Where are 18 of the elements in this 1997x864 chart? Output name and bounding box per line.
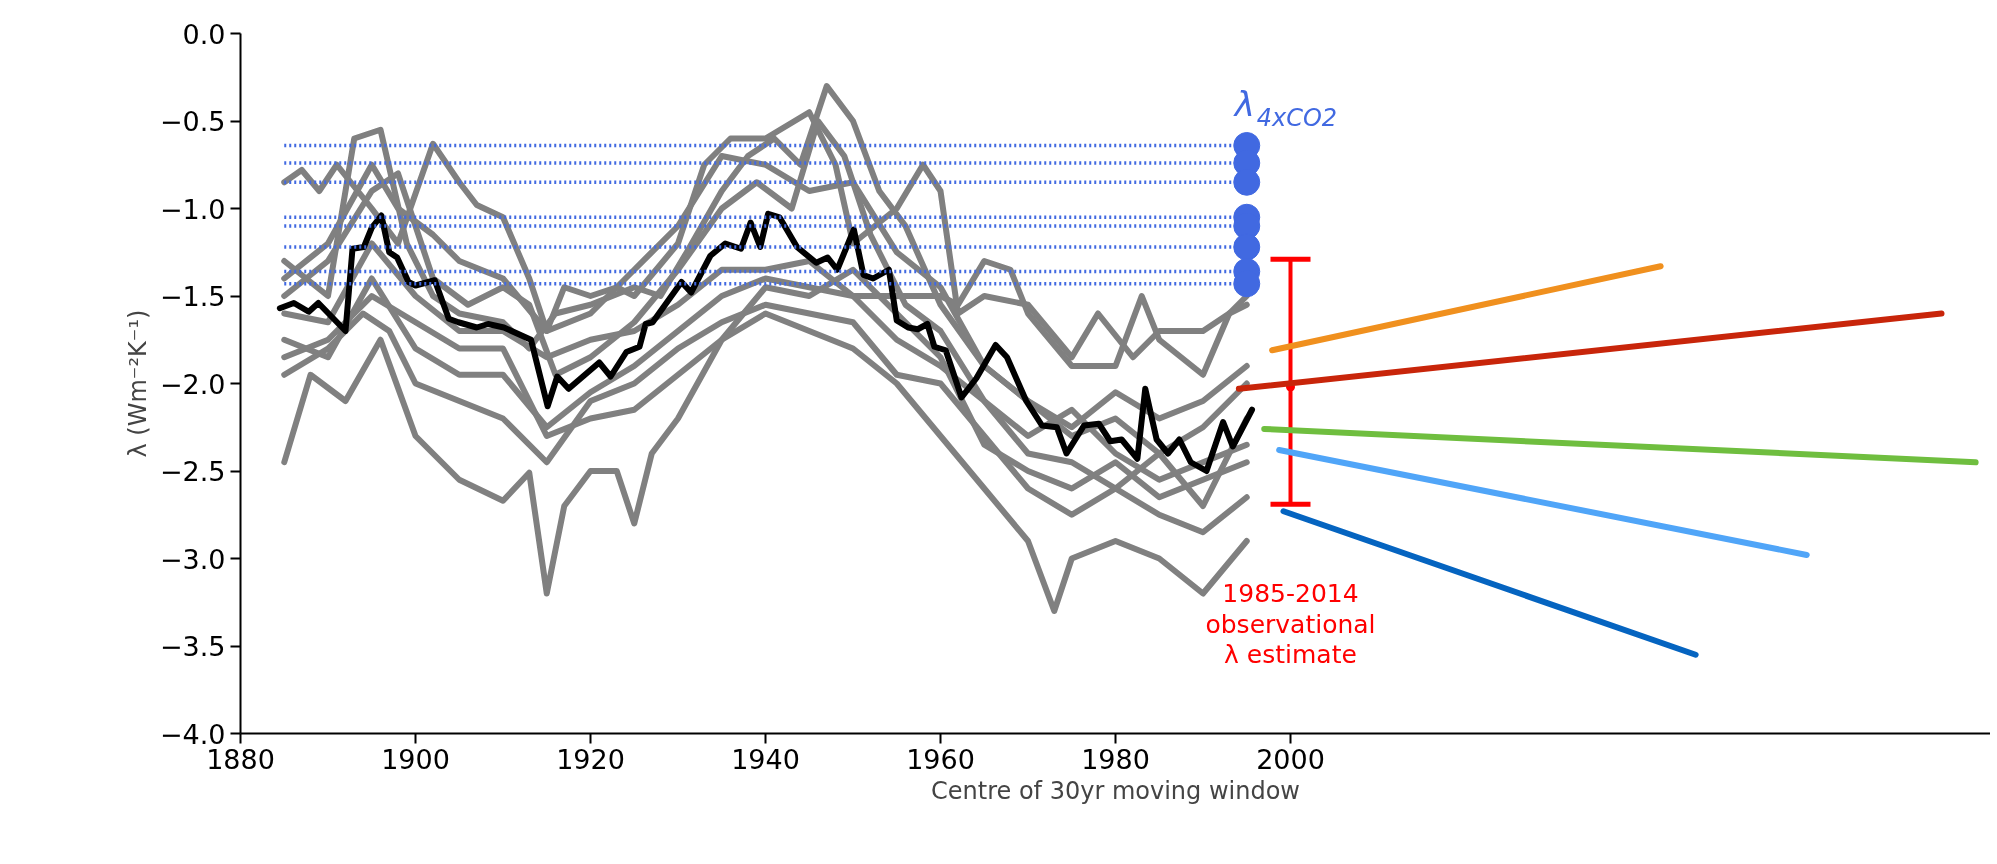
point xyxy=(1233,233,1261,261)
x-tick-label: 1960 xyxy=(906,743,975,775)
y-tick-label: −2.5 xyxy=(159,456,226,487)
x-tick-label: 1900 xyxy=(381,743,450,775)
x-tick-label: 1920 xyxy=(556,743,625,775)
x-tick-label: 1940 xyxy=(731,743,800,775)
y-tick-label: −1.0 xyxy=(159,193,226,225)
y-tick-label: 0.0 xyxy=(182,18,226,50)
y-tick-label: −2.0 xyxy=(159,368,226,400)
y-axis-title: λ (Wm⁻²K⁻¹) xyxy=(123,309,152,458)
x-tick-label: 2000 xyxy=(1256,743,1325,775)
x-tick-label: 1980 xyxy=(1081,743,1150,775)
y-tick-label: −3.0 xyxy=(159,543,226,575)
y-tick-label: −1.5 xyxy=(159,281,226,312)
y-tick-label: −3.5 xyxy=(159,631,226,662)
y-tick-label: −0.5 xyxy=(159,106,226,137)
annotation: 1985-2014 observational λ estimate xyxy=(1205,579,1376,670)
x-axis-title: Centre of 30yr moving window xyxy=(931,776,1300,805)
